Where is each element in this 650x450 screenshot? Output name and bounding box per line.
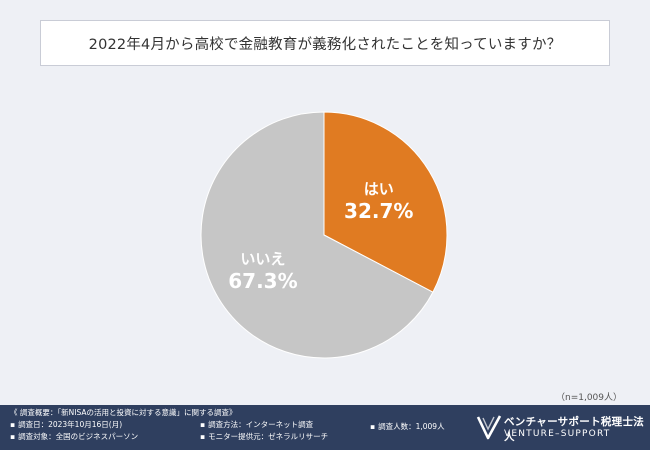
pie-slice-1 bbox=[200, 111, 434, 359]
slice-value-1: 67.3% bbox=[228, 269, 297, 293]
survey-target-text: 調査対象：全国のビジネスパーソン bbox=[18, 432, 139, 441]
company-logo: ベンチャーサポート税理士法人 VENTURE–SUPPORT bbox=[476, 411, 646, 445]
pie-slice-0 bbox=[323, 111, 448, 293]
logo-name-en: VENTURE–SUPPORT bbox=[504, 429, 611, 439]
logo-name-jp: ベンチャーサポート税理士法人 bbox=[504, 416, 645, 443]
question-title: 2022年4月から高校で金融教育が義務化されたことを知っていますか？ bbox=[88, 36, 562, 53]
slice-label-0: はい bbox=[364, 180, 394, 198]
survey-date: ▪ 調査日：2023年10月16日(月) bbox=[10, 420, 122, 430]
bullet-icon: ▪ bbox=[200, 420, 206, 429]
question-title-box: 2022年4月から高校で金融教育が義務化されたことを知っていますか？ bbox=[40, 20, 610, 66]
survey-provider: ▪ モニター提供元：ゼネラルリサーチ bbox=[200, 432, 328, 442]
survey-method: ▪ 調査方法：インターネット調査 bbox=[200, 420, 313, 430]
v-mark-icon bbox=[476, 415, 502, 440]
survey-provider-text: モニター提供元：ゼネラルリサーチ bbox=[208, 432, 329, 441]
survey-overview: 《 調査概要：「新NISAの活用と投資に対する意識」に関する調査》 bbox=[10, 408, 237, 417]
survey-count-text: 調査人数：1,009人 bbox=[378, 422, 445, 431]
survey-footer: 《 調査概要：「新NISAの活用と投資に対する意識」に関する調査》 ▪ 調査日：2… bbox=[0, 405, 650, 450]
slice-value-0: 32.7% bbox=[344, 199, 413, 223]
bullet-icon: ▪ bbox=[370, 422, 376, 431]
bullet-icon: ▪ bbox=[10, 420, 16, 429]
survey-target: ▪ 調査対象：全国のビジネスパーソン bbox=[10, 432, 138, 442]
bullet-icon: ▪ bbox=[200, 432, 206, 441]
slice-label-1: いいえ bbox=[240, 250, 285, 268]
survey-date-text: 調査日：2023年10月16日(月) bbox=[18, 420, 123, 429]
sample-size-note: （n=1,009人） bbox=[555, 393, 622, 403]
survey-method-text: 調査方法：インターネット調査 bbox=[208, 420, 314, 429]
survey-count: ▪ 調査人数：1,009人 bbox=[370, 422, 445, 432]
bullet-icon: ▪ bbox=[10, 432, 16, 441]
